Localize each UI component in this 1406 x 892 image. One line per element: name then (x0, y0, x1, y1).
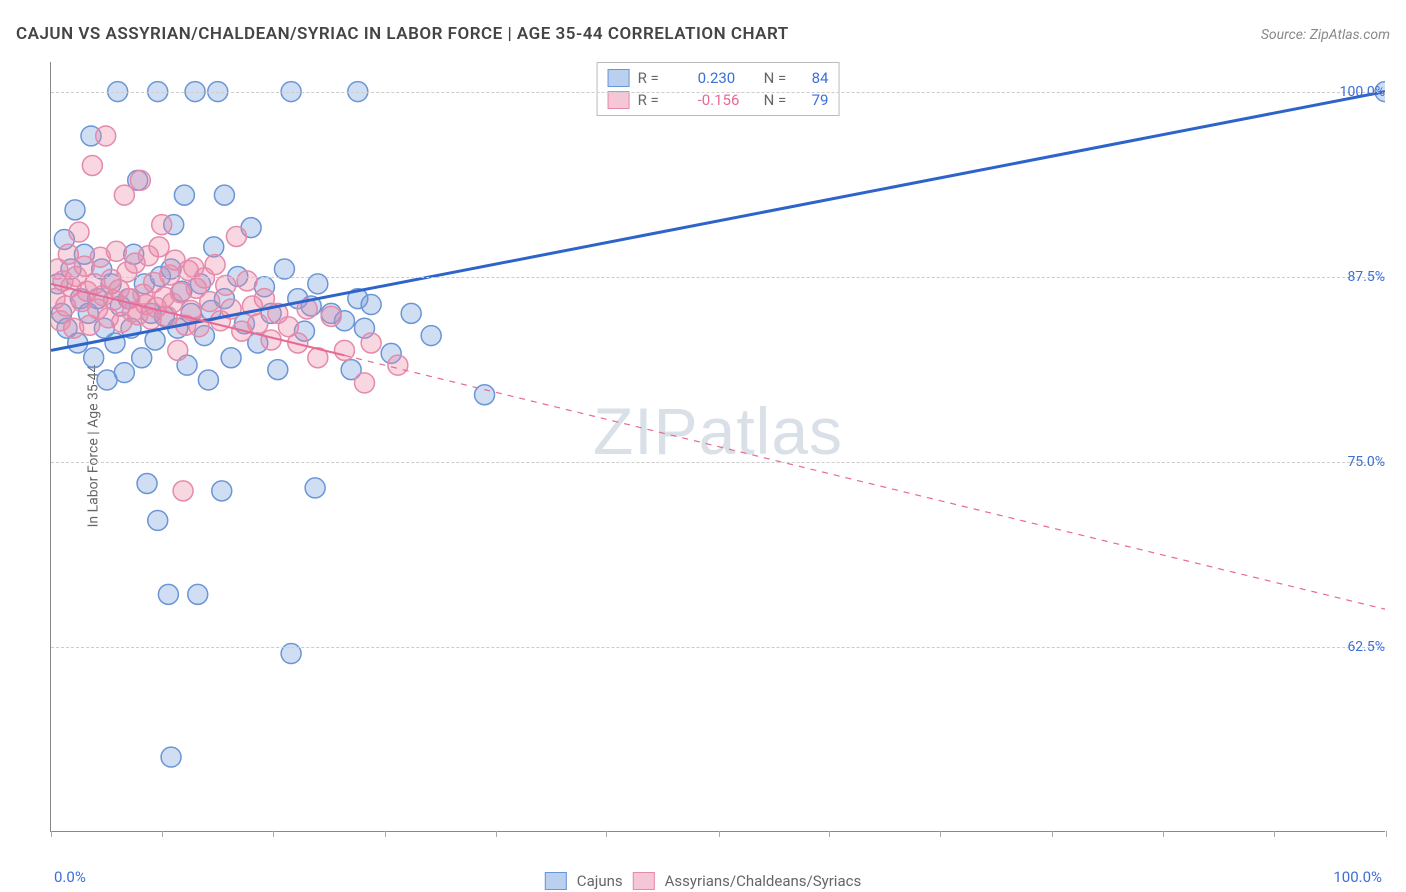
data-point (237, 271, 257, 291)
data-point (200, 292, 220, 312)
plot-svg (51, 62, 1385, 831)
source-label: Source: ZipAtlas.com (1261, 27, 1390, 43)
x-tick (829, 831, 830, 837)
data-point (132, 348, 152, 368)
data-point (268, 360, 288, 380)
data-point (149, 237, 169, 257)
data-point (198, 370, 218, 390)
x-tick (162, 831, 163, 837)
legend-n-label-pink: N = (764, 91, 804, 109)
x-tick (719, 831, 720, 837)
data-point (152, 215, 172, 235)
data-point (158, 584, 178, 604)
legend-r-value-pink: -0.156 (698, 91, 756, 109)
series-legend: Cajuns Assyrians/Chaldeans/Syriacs (545, 872, 861, 890)
data-point (205, 255, 225, 275)
trend-line-dashed (344, 355, 1385, 609)
data-point (388, 355, 408, 375)
swatch-blue (608, 69, 630, 87)
data-point (69, 222, 89, 242)
data-point (137, 473, 157, 493)
x-tick-max: 100.0% (1333, 868, 1382, 886)
data-point (188, 584, 208, 604)
data-point (96, 126, 116, 146)
legend-r-label-blue: R = (638, 69, 690, 87)
legend-r-value-blue: 0.230 (698, 69, 756, 87)
legend-r-label-pink: R = (638, 91, 690, 109)
series-label-pink: Assyrians/Chaldeans/Syriacs (665, 872, 862, 890)
data-point (82, 156, 102, 176)
x-tick (606, 831, 607, 837)
data-point (114, 363, 134, 383)
data-point (204, 237, 224, 257)
y-tick-label: 100.0% (1315, 84, 1385, 100)
data-point (221, 348, 241, 368)
swatch-pink-icon (633, 872, 655, 890)
data-point (174, 185, 194, 205)
data-point (161, 747, 181, 767)
data-point (354, 373, 374, 393)
legend-row-blue: R = 0.230 N = 84 (608, 67, 829, 89)
plot-area: ZIPatlas R = 0.230 N = 84 R = -0.156 N =… (50, 62, 1385, 832)
correlation-chart: CAJUN VS ASSYRIAN/CHALDEAN/SYRIAC IN LAB… (0, 0, 1406, 892)
data-point (401, 303, 421, 323)
data-point (305, 478, 325, 498)
y-tick-label: 62.5% (1315, 639, 1385, 655)
x-tick (273, 831, 274, 837)
x-tick (1386, 831, 1387, 837)
gridline-h (51, 462, 1385, 463)
data-point (216, 275, 236, 295)
data-point (321, 306, 341, 326)
x-tick (385, 831, 386, 837)
legend-n-value-pink: 79 (812, 91, 829, 109)
x-tick (1274, 831, 1275, 837)
gridline-h (51, 277, 1385, 278)
correlation-legend: R = 0.230 N = 84 R = -0.156 N = 79 (597, 62, 840, 116)
y-tick-label: 75.0% (1315, 454, 1385, 470)
data-point (65, 200, 85, 220)
data-point (421, 326, 441, 346)
x-tick (1052, 831, 1053, 837)
legend-n-label-blue: N = (764, 69, 804, 87)
data-point (168, 340, 188, 360)
data-point (84, 348, 104, 368)
data-point (361, 295, 381, 315)
data-point (361, 333, 381, 353)
data-point (148, 510, 168, 530)
data-point (173, 481, 193, 501)
data-point (334, 340, 354, 360)
swatch-pink (608, 91, 630, 109)
data-point (214, 185, 234, 205)
data-point (248, 314, 268, 334)
gridline-h (51, 92, 1385, 93)
data-point (114, 185, 134, 205)
x-tick (1163, 831, 1164, 837)
data-point (130, 170, 150, 190)
swatch-blue-icon (545, 872, 567, 890)
data-point (212, 481, 232, 501)
x-tick (940, 831, 941, 837)
chart-title: CAJUN VS ASSYRIAN/CHALDEAN/SYRIAC IN LAB… (16, 24, 789, 44)
x-tick-min: 0.0% (54, 868, 86, 886)
data-point (226, 227, 246, 247)
legend-n-value-blue: 84 (812, 69, 829, 87)
y-tick-label: 87.5% (1315, 269, 1385, 285)
x-tick (496, 831, 497, 837)
x-tick (51, 831, 52, 837)
title-bar: CAJUN VS ASSYRIAN/CHALDEAN/SYRIAC IN LAB… (16, 24, 1390, 44)
gridline-h (51, 647, 1385, 648)
data-point (106, 241, 126, 261)
series-label-blue: Cajuns (577, 872, 623, 890)
